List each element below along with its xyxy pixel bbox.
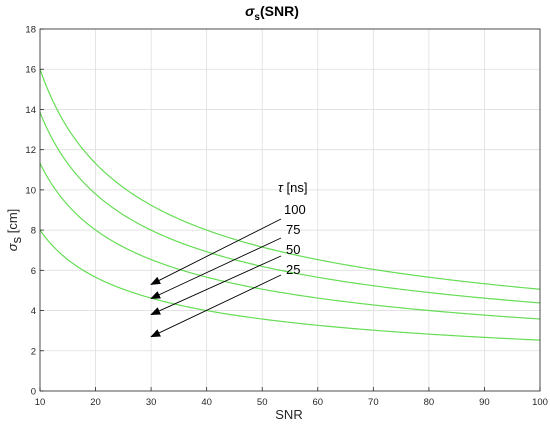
ylabel-symbol: σ [5,242,20,251]
annotation-arrow-50 [150,255,282,315]
annotation-label-75: 75 [286,222,300,237]
chart-title: σs(SNR) [245,3,299,23]
annotation-label-50: 50 [286,242,300,257]
annotation-arrow-100 [150,218,282,285]
y-tick-label: 18 [25,25,36,36]
series-line-tau-25 [39,229,541,341]
y-tick-label: 4 [31,306,36,317]
x-tick-label: 50 [257,397,268,408]
y-tick-label: 6 [31,266,36,277]
x-tick-label: 90 [479,397,490,408]
y-tick-label: 14 [25,105,36,116]
y-tick-label: 12 [25,145,36,156]
annotation-label-100: 100 [284,202,306,217]
y-axis-label: σs [cm] [5,209,24,252]
y-tick-label: 16 [25,65,36,76]
x-tick-label: 10 [35,397,46,408]
x-tick-label: 100 [532,397,548,408]
title-symbol: σ [245,3,255,19]
x-axis-label: SNR [275,407,302,422]
legend-title-rest: [ns] [283,180,308,195]
legend-title-symbol: τ [278,180,284,195]
x-tick-label: 30 [146,397,157,408]
ylabel-subscript: s [9,236,24,243]
x-tick-labels: 10 20 30 40 50 60 70 80 90 100 [35,387,548,408]
series-line-tau-100 [39,68,541,290]
x-tick-label: 70 [368,397,379,408]
series-line-tau-50 [39,163,541,320]
title-subscript: s [254,12,260,23]
y-tick-label: 8 [31,226,36,237]
ylabel-rest: [cm] [5,209,20,237]
annotation-labels: 100 75 50 25 [284,202,306,277]
x-tick-label: 80 [424,397,435,408]
title-rest: (SNR) [260,3,299,19]
annotation-arrow-25 [150,274,282,338]
y-tick-label: 10 [25,185,36,196]
y-tick-labels: 0 2 4 6 8 10 12 14 16 18 [25,25,44,398]
series-line-tau-75 [39,112,541,304]
annotation-arrow-75 [150,237,282,299]
annotation-label-25: 25 [286,262,300,277]
y-tick-label: 2 [31,346,36,357]
legend-title: τ [ns] [278,180,307,195]
x-tick-label: 40 [201,397,212,408]
plot-frame [39,28,541,392]
annotation-arrows [150,218,282,338]
x-tick-label: 60 [312,397,323,408]
x-tick-label: 20 [90,397,101,408]
curves-group [39,68,541,341]
y-tick-label: 0 [31,387,36,398]
